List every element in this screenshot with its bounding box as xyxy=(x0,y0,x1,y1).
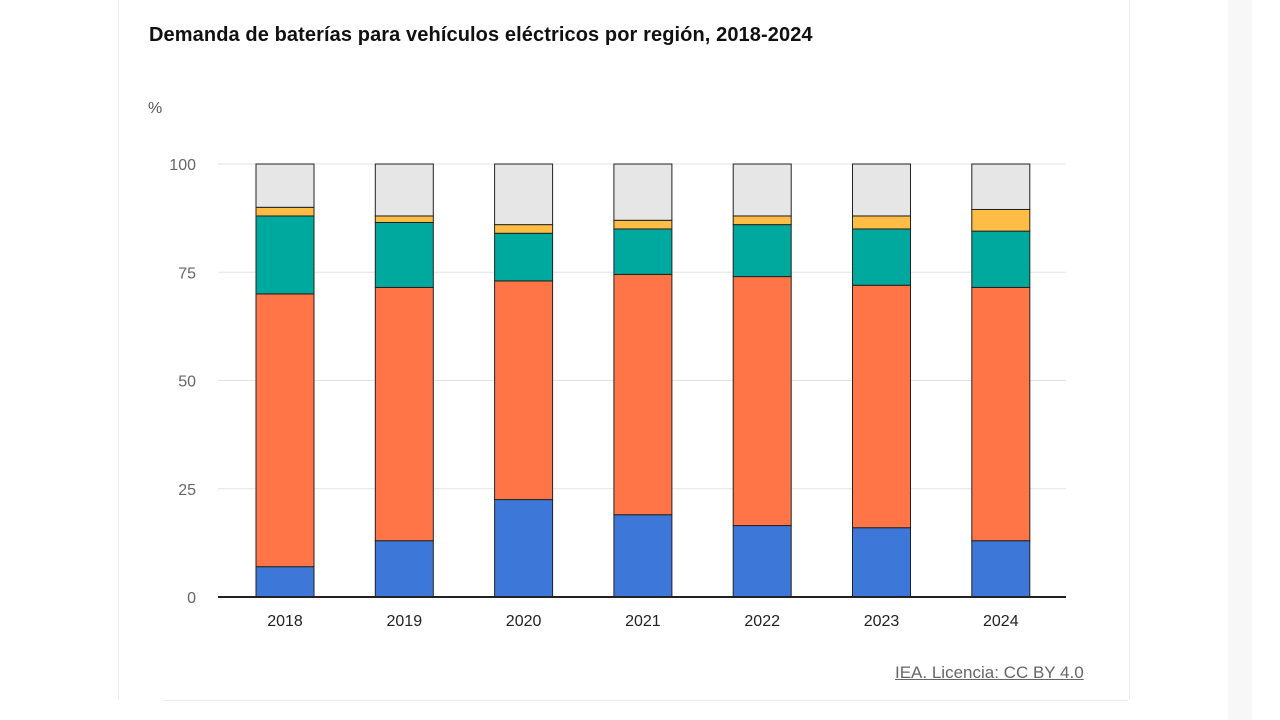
bar-segment[interactable] xyxy=(852,527,911,598)
bar-segment[interactable] xyxy=(732,525,792,598)
x-tick-label: 2021 xyxy=(625,613,661,630)
x-tick-label: 2018 xyxy=(267,613,303,630)
bar-segment[interactable] xyxy=(255,566,315,598)
bar-segment[interactable] xyxy=(613,273,673,516)
bar-segment[interactable] xyxy=(971,286,1031,542)
bar-segment[interactable] xyxy=(374,221,434,288)
bar-segment[interactable] xyxy=(494,232,554,282)
bar-segment[interactable] xyxy=(852,284,911,529)
bar-segment[interactable] xyxy=(732,215,792,226)
card-bottom-border xyxy=(162,700,1128,701)
credit-link[interactable]: IEA. Licencia: CC BY 4.0 xyxy=(895,663,1084,682)
bar-segment[interactable] xyxy=(494,163,554,226)
bar-segment[interactable] xyxy=(852,228,911,286)
bar-segment[interactable] xyxy=(494,280,554,501)
bar-segment[interactable] xyxy=(374,286,434,542)
x-tick-label: 2023 xyxy=(864,613,900,630)
bar-segment[interactable] xyxy=(613,219,673,230)
bar-segment[interactable] xyxy=(255,206,315,217)
y-tick-label: 0 xyxy=(187,590,196,607)
bar-segment[interactable] xyxy=(971,540,1031,598)
bar-segment[interactable] xyxy=(255,163,315,208)
x-tick-label: 2019 xyxy=(387,613,423,630)
page-side-strip xyxy=(1228,0,1252,720)
bar-segment[interactable] xyxy=(374,540,434,598)
x-tick-label: 2020 xyxy=(506,613,542,630)
bar-segment[interactable] xyxy=(494,499,554,598)
bar-segment[interactable] xyxy=(374,215,434,223)
y-axis-unit-label: % xyxy=(148,100,163,117)
x-tick-label: 2024 xyxy=(983,613,1019,630)
bar-segment[interactable] xyxy=(732,224,792,278)
bar-segment[interactable] xyxy=(971,208,1031,232)
bar-segment[interactable] xyxy=(732,276,792,527)
bar-segment[interactable] xyxy=(852,163,911,217)
bar-segment[interactable] xyxy=(971,230,1031,288)
bar-segment[interactable] xyxy=(374,163,434,217)
y-tick-label: 50 xyxy=(178,374,196,391)
bars xyxy=(255,163,1031,598)
bar-segment[interactable] xyxy=(613,163,673,221)
y-tick-label: 100 xyxy=(169,157,196,174)
bar-segment[interactable] xyxy=(613,228,673,275)
chart-title: Demanda de baterías para vehículos eléct… xyxy=(149,24,813,46)
y-tick-label: 25 xyxy=(178,482,196,499)
x-axis-ticks: 2018 2019 2020 2021 2022 2023 2024 xyxy=(267,613,1018,630)
y-axis-ticks: 0 25 50 75 100 xyxy=(169,157,196,607)
bar-segment[interactable] xyxy=(255,215,315,295)
bar-segment[interactable] xyxy=(255,293,315,568)
bar-segment[interactable] xyxy=(613,514,673,598)
bar-segment[interactable] xyxy=(852,215,911,230)
bar-segment[interactable] xyxy=(732,163,792,217)
y-tick-label: 75 xyxy=(178,265,196,282)
bar-segment[interactable] xyxy=(494,224,554,234)
bar-segment[interactable] xyxy=(971,163,1031,210)
x-tick-label: 2022 xyxy=(744,613,780,630)
